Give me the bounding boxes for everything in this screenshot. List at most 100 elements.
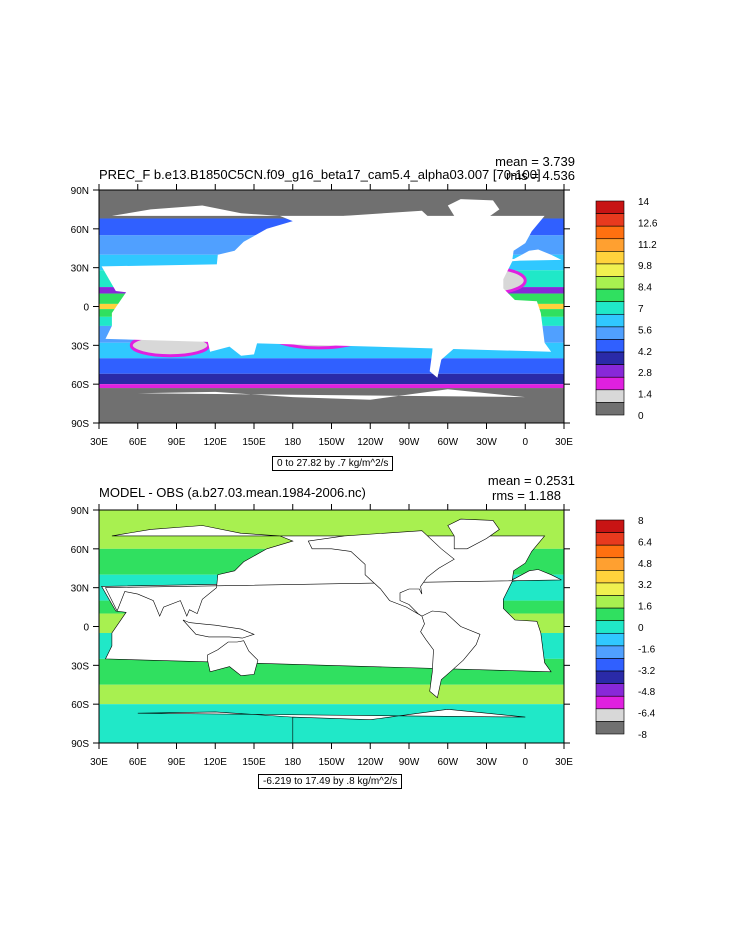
colorbar-label: 4.8: [638, 559, 652, 570]
colorbar-swatch: [595, 557, 625, 571]
field-layer: [99, 510, 564, 743]
field-band: [99, 684, 564, 705]
y-tick-label: 0: [83, 303, 89, 314]
land-mask: [137, 389, 526, 423]
y-tick-label: 90S: [71, 739, 89, 750]
x-tick-label: 90E: [168, 437, 186, 448]
land-mask: [307, 530, 455, 617]
colorbar-swatch: [595, 570, 625, 584]
colorbar-label: 5.6: [638, 325, 652, 336]
y-tick-label: 0: [83, 623, 89, 634]
colorbar-label: 14: [638, 197, 650, 208]
colorbar-swatch: [595, 695, 625, 710]
plot-title: MODEL - OBS (a.b27.03.mean.1984-2006.nc): [99, 485, 366, 500]
land-mask: [183, 300, 254, 319]
x-tick-label: 30W: [476, 757, 497, 768]
colorbar-swatch: [595, 620, 625, 634]
field-band: [99, 384, 564, 389]
x-tick-label: 120W: [357, 437, 384, 448]
colorbar-label: 9.8: [638, 261, 652, 272]
y-tick-label: 90N: [71, 186, 89, 197]
x-tick-label: 0: [522, 437, 528, 448]
colorbar-label: -3.2: [638, 666, 656, 677]
land-mask: [207, 320, 258, 356]
x-tick-label: 0: [522, 757, 528, 768]
colorbar-label: 0: [638, 623, 644, 634]
colorbar-label: 6.4: [638, 537, 652, 548]
land-mask: [105, 205, 562, 297]
colorbar-swatch: [595, 519, 625, 533]
land-mask: [137, 708, 526, 743]
x-tick-label: 90E: [168, 757, 186, 768]
colorbar-label: -8: [638, 730, 647, 741]
colorbar-swatch: [595, 402, 625, 416]
y-tick-label: 90S: [71, 419, 89, 430]
x-tick-label: 30E: [90, 757, 108, 768]
y-tick-label: 30S: [71, 341, 89, 352]
x-tick-label: 180: [284, 437, 301, 448]
field-band: [99, 373, 564, 385]
contour-info-label: 0 to 27.82 by .7 kg/m^2/s: [272, 456, 394, 471]
y-tick-label: 60N: [71, 225, 89, 236]
x-tick-label: 150W: [318, 437, 345, 448]
colorbar-swatch: [595, 595, 625, 609]
colorbar-label: 11.2: [638, 240, 657, 251]
colorbar-label: 3.2: [638, 580, 652, 591]
land-mask: [420, 291, 480, 378]
y-tick-label: 90N: [71, 506, 89, 517]
colorbar-swatch: [595, 544, 625, 559]
y-tick-label: 30N: [71, 584, 89, 595]
colorbar-swatch: [595, 582, 625, 596]
colorbar-swatch: [595, 658, 625, 672]
x-tick-label: 30W: [476, 437, 497, 448]
x-tick-label: 60W: [437, 437, 458, 448]
y-tick-label: 30S: [71, 661, 89, 672]
x-tick-label: 180: [284, 757, 301, 768]
mean-value: mean = 0.2531: [487, 473, 575, 488]
land-mask: [447, 199, 500, 229]
rms-value: rms = 1.188: [491, 488, 561, 503]
x-tick-label: 60E: [129, 437, 147, 448]
x-tick-label: 120E: [204, 437, 228, 448]
colorbar-swatch: [595, 721, 625, 735]
colorbar-label: 1.6: [638, 602, 652, 613]
y-tick-label: 60S: [71, 380, 89, 391]
plot-title: PREC_F b.e13.B1850C5CN.f09_g16_beta17_ca…: [99, 167, 541, 182]
x-tick-label: 150E: [242, 437, 266, 448]
colorbar-label: -4.8: [638, 687, 656, 698]
mean-value: mean = 3.739: [495, 154, 575, 169]
x-tick-label: 120W: [357, 757, 384, 768]
colorbar-swatch: [595, 670, 625, 684]
x-tick-label: 60W: [437, 757, 458, 768]
rms-value: rms = 4.536: [505, 168, 575, 183]
colorbar-swatch: [595, 532, 625, 546]
y-tick-label: 60S: [71, 700, 89, 711]
land-mask: [105, 525, 562, 617]
colorbar-swatch: [595, 607, 625, 622]
field-band: [99, 358, 564, 374]
colorbar-label: 8: [638, 516, 644, 527]
colorbar-label: -1.6: [638, 644, 656, 655]
x-tick-label: 30E: [90, 437, 108, 448]
colorbar-label: 8.4: [638, 283, 652, 294]
colorbar-label: 7: [638, 304, 644, 315]
x-tick-label: 30E: [555, 757, 573, 768]
colorbar-swatch: [595, 632, 625, 647]
colorbar-swatch: [595, 708, 625, 722]
colorbar-label: 4.2: [638, 347, 652, 358]
x-tick-label: 60E: [129, 757, 147, 768]
colorbar-label: 2.8: [638, 368, 652, 379]
x-tick-label: 120E: [204, 757, 228, 768]
land-mask: [447, 518, 500, 550]
contour-info-label: -6.219 to 17.49 by .8 kg/m^2/s: [258, 774, 403, 789]
x-tick-label: 30E: [555, 437, 573, 448]
colorbar-label: 1.4: [638, 390, 652, 401]
land-mask: [308, 210, 455, 297]
map-plot: 30E 60E 90E 120E 150E 180 150W 120W 90W 60W 30W 0 30…: [71, 184, 658, 448]
x-tick-label: 150W: [318, 757, 345, 768]
land-mask: [420, 610, 481, 699]
land-mask: [207, 640, 259, 677]
y-tick-label: 30N: [71, 264, 89, 275]
